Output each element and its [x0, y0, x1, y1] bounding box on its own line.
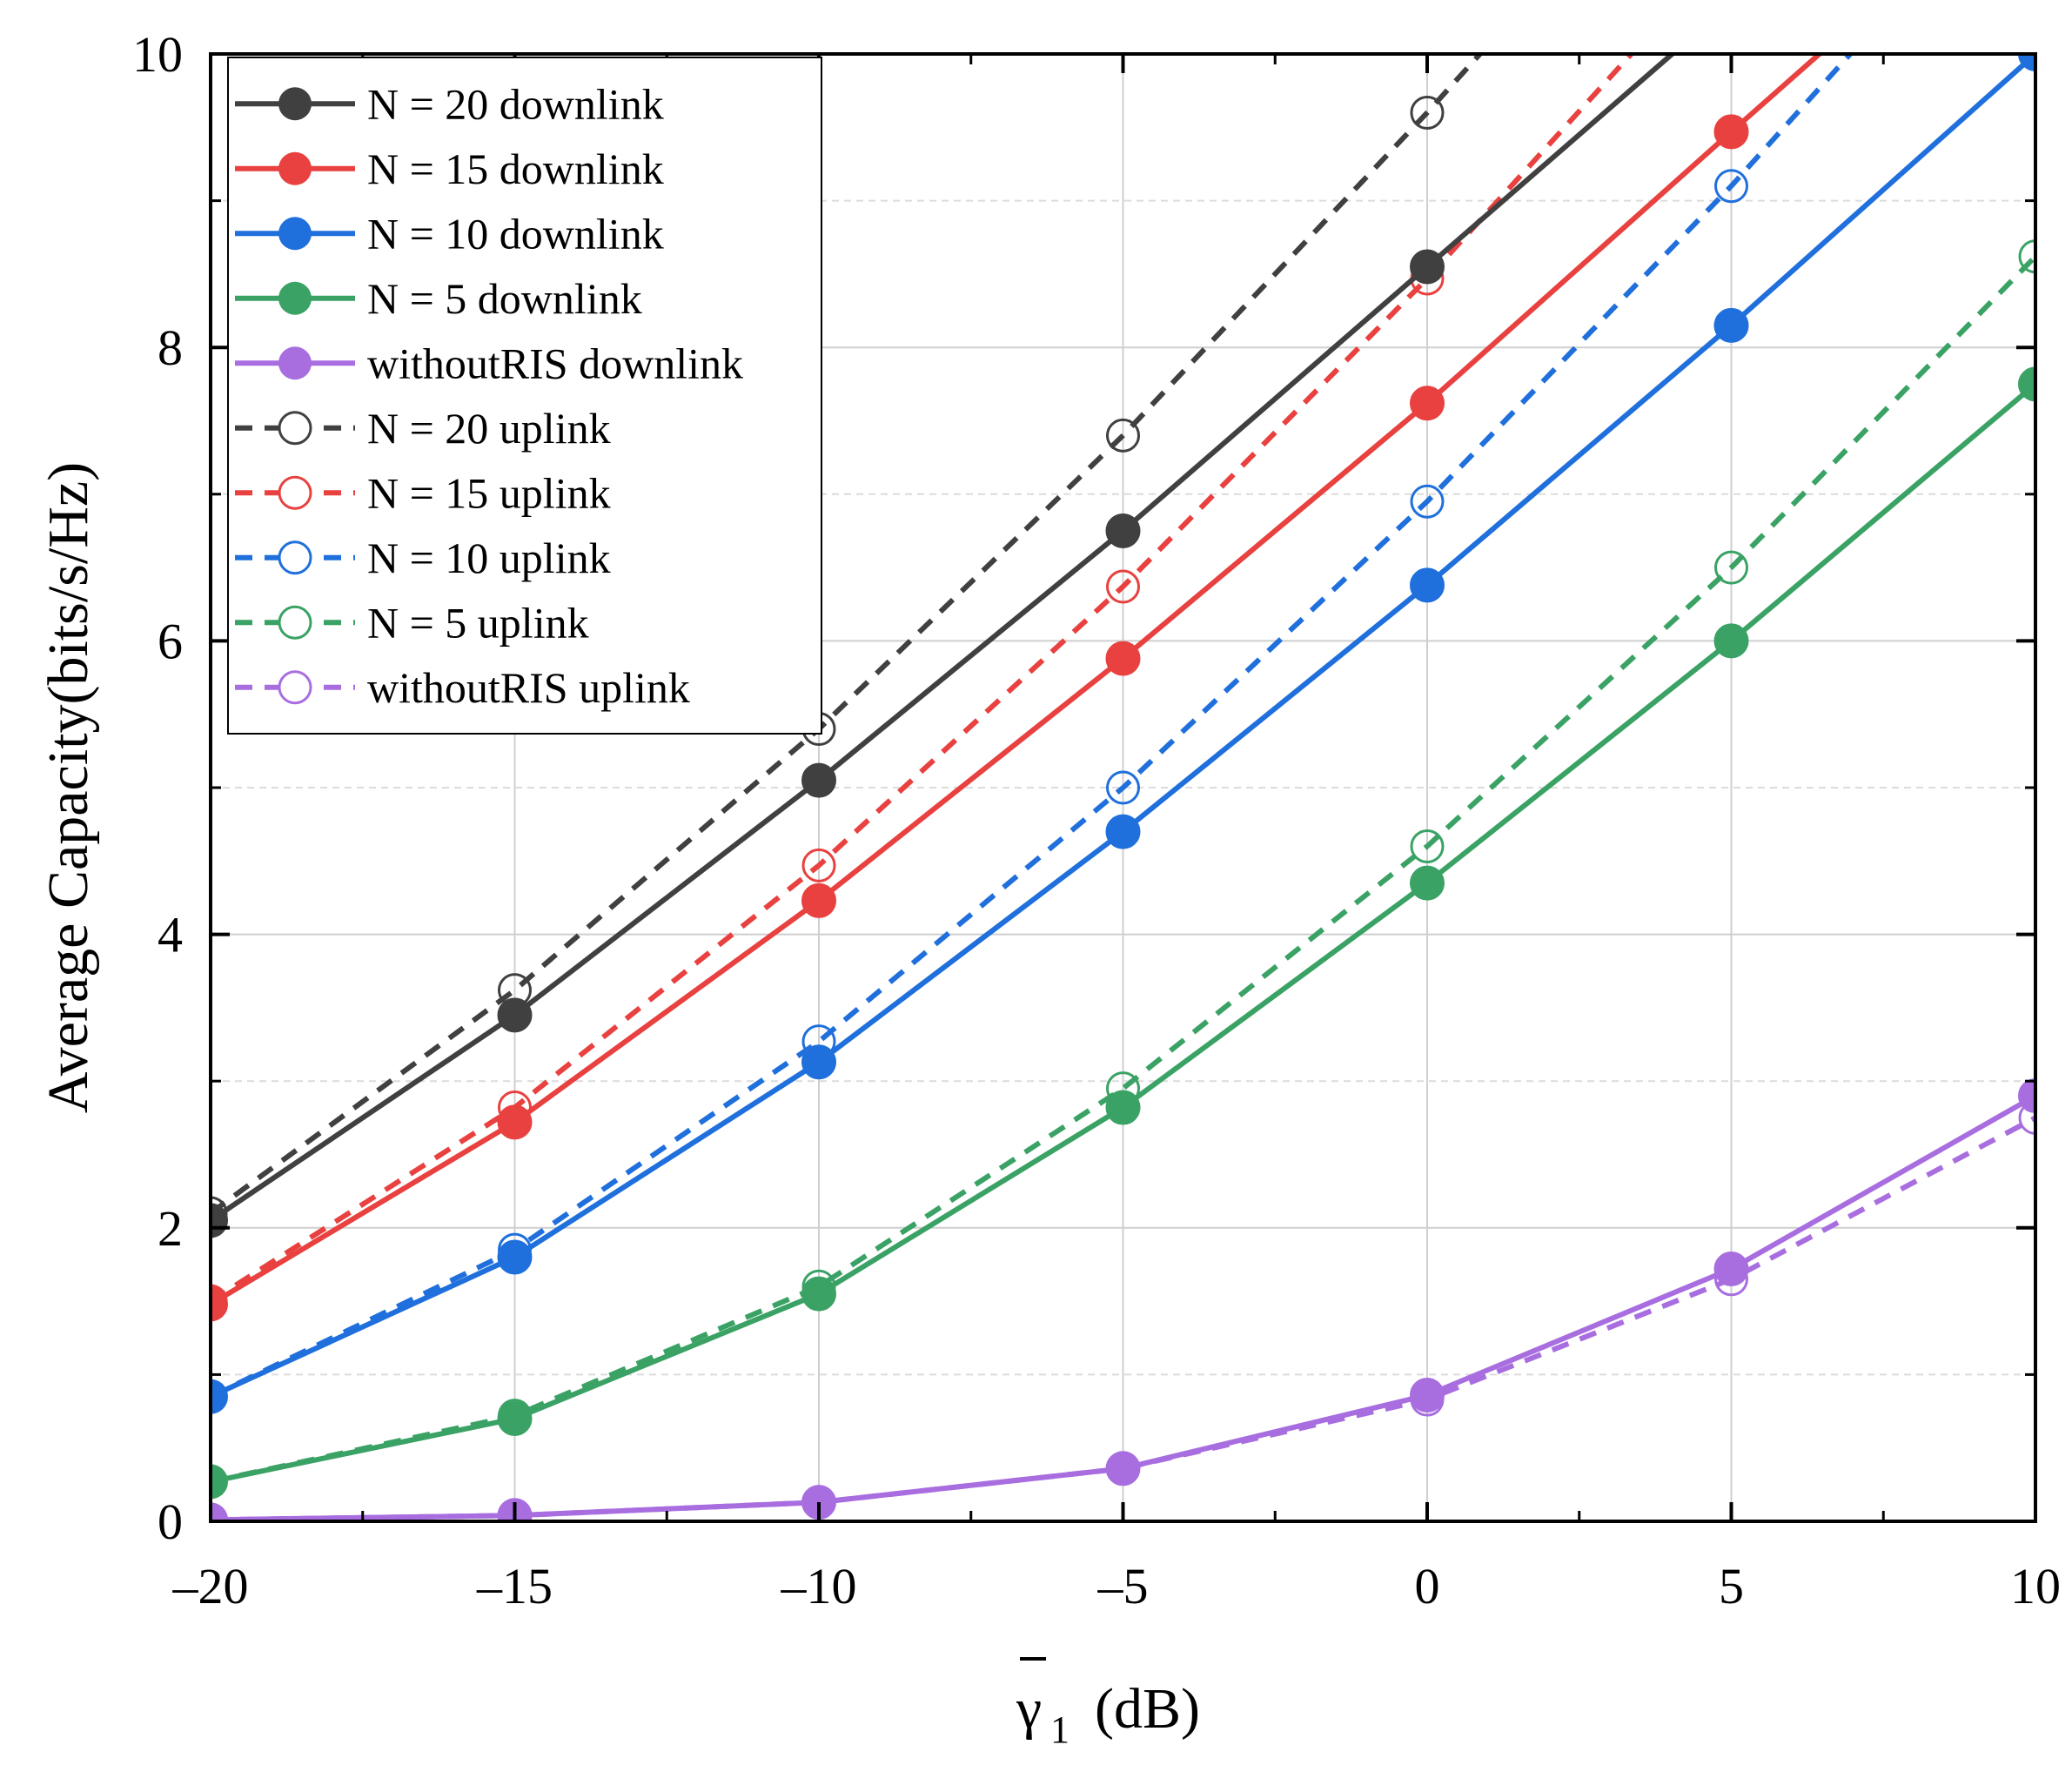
x-tick-labels: –20 –15 –10 –5 0 5 10	[172, 1558, 2062, 1614]
data-point	[1105, 641, 1141, 676]
legend: N = 20 downlink N = 15 downlink N = 10 dow…	[227, 57, 822, 735]
data-point	[211, 1464, 228, 1500]
data-point	[1713, 1252, 1749, 1287]
data-point	[801, 1276, 836, 1312]
legend-label: withoutRIS downlink	[367, 339, 743, 387]
legend-label: N = 10 downlink	[367, 209, 664, 258]
data-point	[497, 997, 533, 1033]
legend-swatch-marker	[278, 217, 312, 251]
data-point	[801, 848, 836, 882]
data-point	[1713, 623, 1749, 659]
data-point	[2018, 239, 2035, 274]
data-point	[1410, 249, 1445, 285]
series-layer	[211, 0, 2035, 1521]
legend-label: N = 20 downlink	[367, 79, 664, 128]
y-tick-label: 10	[132, 26, 183, 83]
legend-swatch-marker	[278, 87, 312, 121]
data-point	[1410, 386, 1445, 421]
series-n-10-downlink	[211, 54, 2035, 1414]
legend-label: N = 10 uplink	[367, 534, 611, 582]
x-tick-label: 10	[2010, 1558, 2061, 1614]
legend-swatch-marker	[278, 475, 312, 510]
legend-item: withoutRIS downlink	[235, 339, 743, 387]
legend-label: N = 5 uplink	[367, 598, 589, 647]
data-point	[1410, 567, 1445, 603]
legend-item: N = 10 uplink	[235, 534, 611, 582]
data-point	[1410, 865, 1445, 901]
data-point	[211, 1286, 228, 1322]
y-axis-title: Average Capacity(bits/s/Hz)	[37, 462, 100, 1113]
legend-item: N = 20 downlink	[235, 79, 664, 128]
data-point	[497, 1239, 533, 1275]
x-axis-title: γ 1 (dB)	[1016, 1657, 1200, 1751]
legend-swatch-marker	[278, 281, 312, 315]
x-tick-label: –10	[781, 1558, 857, 1614]
x-tick-label: –15	[476, 1558, 553, 1614]
legend-label: N = 20 uplink	[367, 404, 611, 453]
data-point	[801, 762, 836, 798]
x-tick-label: –5	[1097, 1558, 1149, 1614]
data-point	[1715, 0, 1748, 19]
series-n-20-downlink	[211, 0, 1748, 1238]
data-point	[1713, 114, 1749, 150]
data-point	[1105, 1451, 1141, 1486]
legend-swatch-marker	[278, 605, 312, 640]
legend-item: N = 10 downlink	[235, 209, 664, 258]
data-point	[1410, 1378, 1445, 1413]
legend-item: N = 5 downlink	[235, 274, 642, 323]
data-point	[1106, 770, 1140, 805]
data-point	[1714, 169, 1748, 204]
legend-label: N = 15 uplink	[367, 468, 611, 517]
data-point	[1106, 569, 1140, 604]
y-tick-label: 0	[158, 1493, 183, 1550]
y-tick-label: 2	[158, 1200, 183, 1257]
data-point	[801, 882, 836, 918]
y-tick-label: 4	[158, 907, 183, 963]
legend-item: withoutRIS uplink	[235, 663, 690, 712]
x-tick-label: 0	[1415, 1558, 1440, 1614]
data-point	[2018, 54, 2035, 71]
data-point	[801, 1044, 836, 1080]
data-point	[1106, 418, 1140, 453]
series-n-5-downlink	[211, 366, 2035, 1500]
data-point	[2018, 366, 2035, 402]
data-point	[1410, 484, 1445, 519]
legend-label: withoutRIS uplink	[367, 663, 690, 712]
y-tick-label: 8	[158, 319, 183, 376]
y-tick-label: 6	[158, 613, 183, 669]
y-tick-labels: 0 2 4 6 8 10	[132, 26, 183, 1550]
legend-swatch-marker	[278, 670, 312, 705]
legend-swatch-marker	[278, 411, 312, 446]
data-point	[2018, 1100, 2035, 1135]
data-point	[1714, 550, 1748, 585]
data-point	[1105, 1090, 1141, 1125]
series-n-15-downlink	[211, 54, 1824, 1322]
legend-label: N = 5 downlink	[367, 274, 642, 323]
data-point	[2018, 1078, 2035, 1114]
data-point	[1410, 829, 1445, 863]
data-point	[1713, 307, 1749, 343]
legend-item: N = 15 uplink	[235, 468, 611, 517]
data-point	[1105, 513, 1141, 548]
data-point	[211, 1379, 228, 1414]
x-axis-title-subscript: 1	[1050, 1708, 1070, 1751]
series-line	[211, 54, 1484, 1216]
x-tick-label: 5	[1719, 1558, 1744, 1614]
data-point	[497, 1400, 533, 1436]
legend-item: N = 5 uplink	[235, 598, 589, 647]
data-point	[497, 1104, 533, 1140]
data-point	[1410, 95, 1445, 130]
ticks	[209, 52, 2037, 1523]
legend-swatch-marker	[278, 151, 312, 185]
legend-swatch-marker	[278, 540, 312, 575]
legend-item: N = 15 downlink	[235, 144, 664, 193]
legend-item: N = 20 uplink	[235, 404, 611, 453]
legend-label: N = 15 downlink	[367, 144, 664, 193]
x-axis-title-unit: (dB)	[1095, 1677, 1200, 1741]
legend-swatch-marker	[278, 346, 312, 380]
data-point	[1105, 814, 1141, 849]
x-tick-label: –20	[172, 1558, 249, 1614]
x-axis-title-symbol: γ	[1016, 1677, 1042, 1741]
